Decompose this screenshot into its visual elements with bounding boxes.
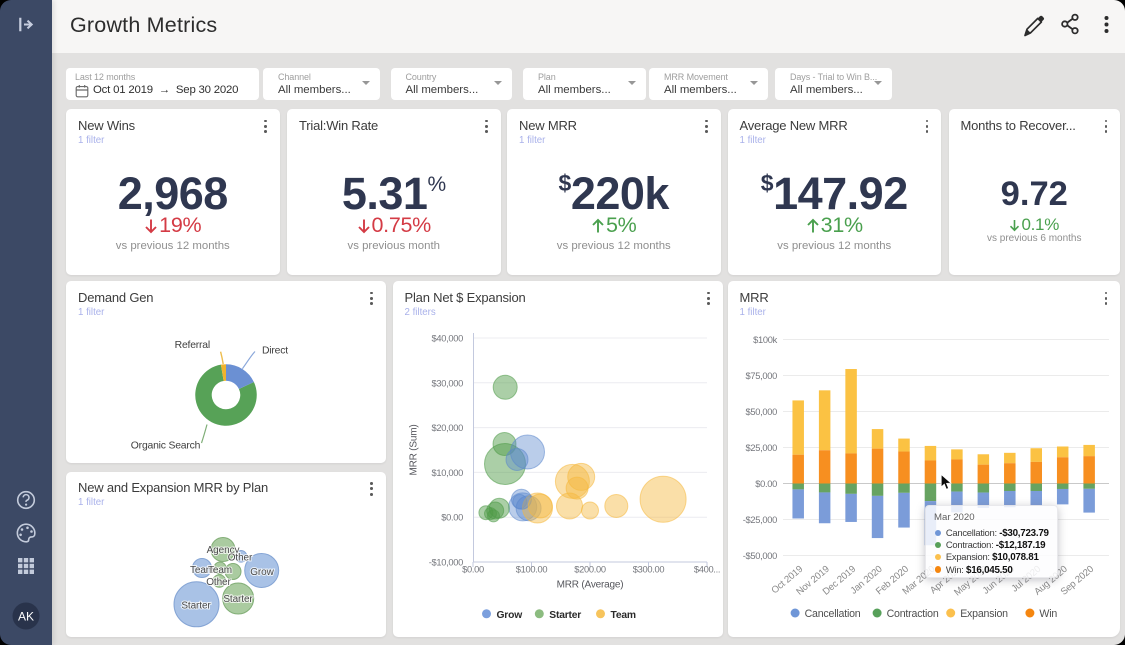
svg-text:$0.00: $0.00	[462, 565, 484, 575]
svg-text:Referral: Referral	[175, 340, 210, 351]
svg-text:Starter: Starter	[181, 600, 211, 611]
svg-text:$10,000: $10,000	[431, 468, 463, 478]
svg-text:Team: Team	[610, 610, 635, 621]
svg-text:MRR (Average): MRR (Average)	[556, 580, 623, 591]
svg-text:Starter: Starter	[549, 610, 581, 621]
svg-text:-$10,000: -$10,000	[428, 558, 462, 568]
svg-text:$25,000: $25,000	[745, 443, 777, 453]
svg-text:Expansion: Expansion	[960, 608, 1008, 620]
svg-text:-$25,000: -$25,000	[742, 515, 776, 525]
svg-text:AK: AK	[18, 610, 34, 624]
svg-text:$40,000: $40,000	[431, 334, 463, 344]
svg-text:$30,000: $30,000	[431, 378, 463, 388]
svg-text:Organic Search: Organic Search	[131, 441, 201, 452]
svg-text:$200.00: $200.00	[574, 565, 606, 575]
svg-text:Grow: Grow	[250, 567, 274, 578]
svg-text:$50,000: $50,000	[745, 407, 777, 417]
svg-text:Cancellation: Cancellation	[804, 608, 860, 620]
svg-text:$400...: $400...	[693, 565, 719, 575]
svg-text:Other: Other	[206, 577, 231, 588]
svg-text:-$50,000: -$50,000	[742, 551, 776, 561]
svg-text:Team: Team	[190, 565, 214, 576]
svg-text:MRR (Sum): MRR (Sum)	[408, 425, 419, 476]
svg-text:Starter: Starter	[223, 594, 253, 605]
svg-text:$20,000: $20,000	[431, 423, 463, 433]
svg-text:$75,000: $75,000	[745, 371, 777, 381]
svg-text:Direct: Direct	[262, 346, 288, 357]
svg-text:$100.00: $100.00	[515, 565, 547, 575]
svg-text:Other: Other	[228, 552, 253, 563]
svg-text:$0.00: $0.00	[441, 513, 463, 523]
svg-text:$100k: $100k	[753, 335, 777, 345]
svg-text:Win: Win	[1039, 608, 1057, 620]
svg-text:Agency: Agency	[207, 545, 240, 556]
svg-text:$0.00: $0.00	[755, 479, 777, 489]
svg-text:Team: Team	[208, 565, 232, 576]
svg-text:Contraction: Contraction	[886, 608, 938, 620]
svg-text:$300.00: $300.00	[632, 565, 664, 575]
svg-text:Grow: Grow	[496, 610, 523, 621]
